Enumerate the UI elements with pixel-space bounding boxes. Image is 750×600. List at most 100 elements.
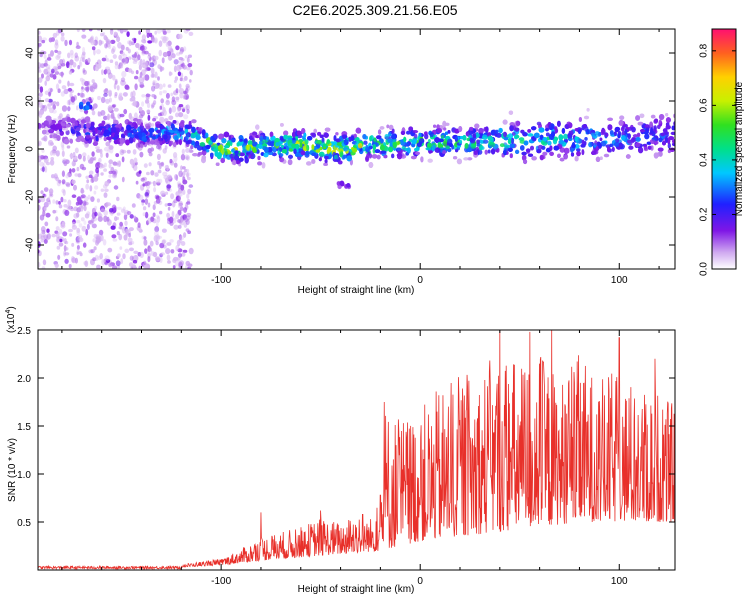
noise-point xyxy=(157,235,162,239)
noise-point xyxy=(46,228,50,233)
noise-point xyxy=(88,219,94,225)
noise-point xyxy=(137,222,141,229)
noise-point xyxy=(97,95,101,101)
band-point xyxy=(442,138,448,144)
band-point xyxy=(121,133,125,139)
band-point xyxy=(201,145,207,152)
noise-point xyxy=(48,91,51,97)
noise-point xyxy=(170,193,175,200)
band-point xyxy=(56,135,61,141)
y-tick-label: 20 xyxy=(25,95,36,107)
noise-point xyxy=(171,105,177,113)
band-point xyxy=(662,141,666,146)
noise-point xyxy=(60,35,65,42)
band-point xyxy=(85,123,91,129)
colorbar-tick-label: 0.4 xyxy=(699,153,710,167)
noise-point xyxy=(80,217,85,222)
noise-point xyxy=(104,261,109,266)
band-point xyxy=(160,124,164,130)
band-point xyxy=(618,142,623,148)
noise-point xyxy=(188,31,194,36)
band-point xyxy=(628,145,634,150)
band-point xyxy=(586,108,590,112)
band-point xyxy=(635,142,641,148)
noise-point xyxy=(178,57,184,61)
band-point xyxy=(379,126,385,130)
band-point xyxy=(542,151,548,156)
noise-point xyxy=(185,172,191,177)
noise-point xyxy=(116,231,120,236)
noise-point xyxy=(131,102,136,106)
noise-point xyxy=(156,178,161,184)
noise-point xyxy=(111,48,115,54)
band-point xyxy=(464,143,469,150)
band-point xyxy=(615,138,620,143)
noise-point xyxy=(146,66,149,71)
band-point xyxy=(660,132,665,137)
band-point xyxy=(650,127,653,134)
band-point xyxy=(433,124,437,128)
band-point xyxy=(578,128,582,134)
band-point xyxy=(210,152,214,157)
band-point xyxy=(368,162,374,168)
band-point xyxy=(419,138,425,144)
band-point xyxy=(281,144,284,149)
noise-point xyxy=(117,42,122,49)
noise-point xyxy=(187,266,192,269)
noise-point xyxy=(114,61,119,66)
noise-point xyxy=(173,155,178,163)
noise-point xyxy=(67,106,71,112)
noise-point xyxy=(50,50,54,57)
noise-point xyxy=(61,188,66,194)
noise-point xyxy=(94,254,99,261)
band-point xyxy=(208,139,213,146)
noise-point xyxy=(146,32,150,38)
band-point xyxy=(657,147,664,152)
band-point xyxy=(51,132,57,139)
feature-point xyxy=(85,105,90,111)
band-point xyxy=(495,129,499,135)
noise-point xyxy=(87,194,91,200)
band-point xyxy=(470,139,476,145)
noise-point xyxy=(89,185,93,192)
noise-point xyxy=(122,92,128,97)
noise-point xyxy=(185,29,191,32)
band-point xyxy=(502,131,507,138)
band-point xyxy=(665,113,669,117)
noise-point xyxy=(172,265,176,269)
band-point xyxy=(507,133,514,139)
band-point xyxy=(511,138,514,145)
noise-point xyxy=(177,203,183,209)
band-point xyxy=(607,146,611,153)
noise-point xyxy=(73,184,77,191)
noise-point xyxy=(177,71,182,77)
band-point xyxy=(311,144,315,150)
noise-point xyxy=(128,112,132,120)
band-point xyxy=(388,124,394,130)
band-point xyxy=(368,145,373,150)
noise-point xyxy=(150,73,155,78)
noise-point xyxy=(103,215,108,223)
noise-point xyxy=(143,236,147,240)
noise-point xyxy=(75,240,81,244)
noise-point xyxy=(182,108,186,113)
noise-point xyxy=(166,212,171,218)
band-point xyxy=(647,145,652,150)
noise-point xyxy=(104,255,110,261)
band-point xyxy=(261,162,266,169)
noise-point xyxy=(66,205,72,211)
noise-point xyxy=(55,150,60,157)
noise-point xyxy=(100,32,104,37)
band-point xyxy=(318,151,325,157)
noise-point xyxy=(173,59,179,65)
noise-point xyxy=(38,102,43,108)
band-point xyxy=(296,130,302,136)
noise-point xyxy=(176,239,181,247)
band-point xyxy=(67,117,71,123)
band-point xyxy=(523,159,528,165)
noise-point xyxy=(52,109,57,114)
noise-point xyxy=(155,240,159,246)
noise-point xyxy=(159,210,163,215)
noise-point xyxy=(116,85,120,91)
noise-point xyxy=(96,264,101,269)
